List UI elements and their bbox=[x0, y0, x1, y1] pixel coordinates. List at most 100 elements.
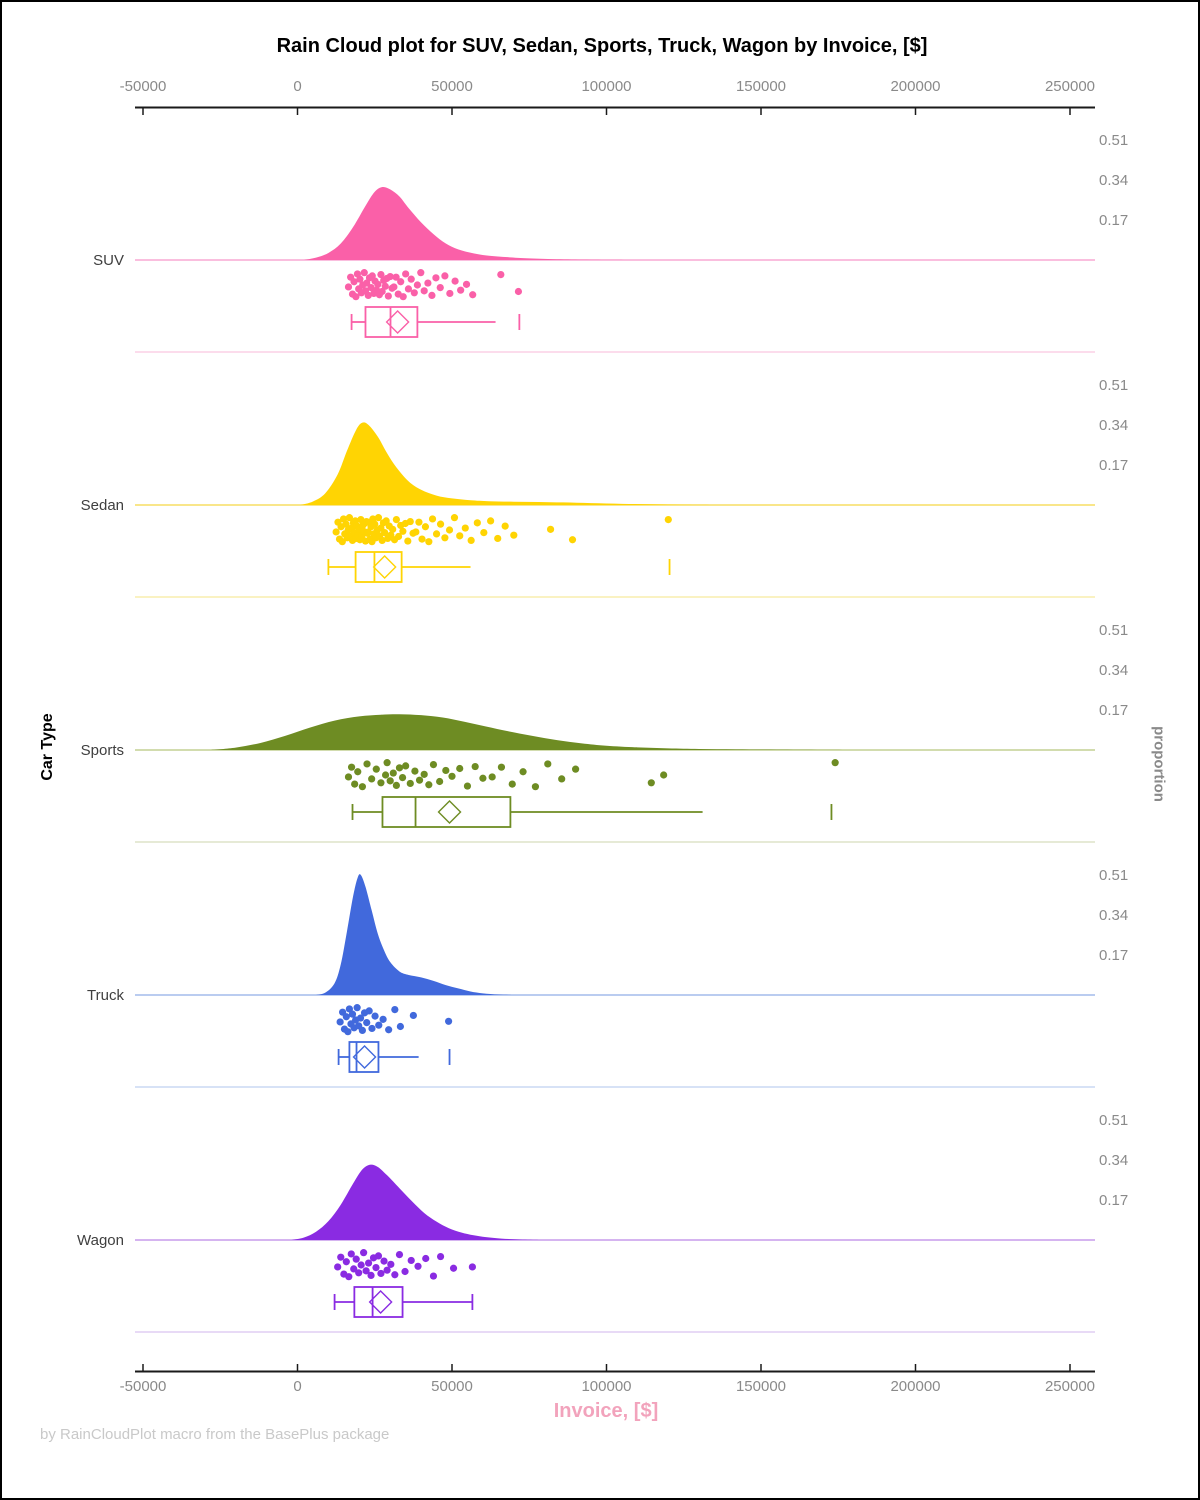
rain-dot-wagon bbox=[367, 1271, 375, 1279]
rain-dot-suv bbox=[386, 272, 394, 281]
rain-dot-sports bbox=[488, 773, 496, 781]
rain-dot-truck bbox=[356, 1014, 365, 1022]
rain-dot-sports bbox=[497, 763, 506, 771]
rain-dot-wagon bbox=[383, 1266, 391, 1274]
rain-dot-wagon bbox=[414, 1262, 422, 1270]
rain-dot-sedan bbox=[480, 529, 488, 537]
rain-dot-truck bbox=[358, 1026, 366, 1034]
category-label-sports: Sports bbox=[81, 742, 124, 759]
rain-dot-sports bbox=[363, 760, 371, 768]
x-tick-label-top: 50000 bbox=[431, 78, 473, 95]
rain-dot-sports bbox=[347, 763, 356, 771]
rain-dot-sedan bbox=[342, 520, 350, 528]
rain-dot-sports bbox=[358, 783, 366, 791]
rain-dot-sedan bbox=[467, 536, 475, 545]
rain-dot-truck bbox=[363, 1019, 371, 1027]
rain-dot-suv bbox=[420, 287, 428, 295]
rain-dot-sedan bbox=[432, 530, 441, 538]
prop-tick-label: 0.51 bbox=[1099, 622, 1128, 639]
rain-dot-sedan bbox=[428, 515, 437, 523]
rain-dot-truck bbox=[348, 1010, 357, 1018]
rain-dot-sedan bbox=[382, 517, 390, 525]
rain-dot-truck bbox=[368, 1024, 376, 1033]
mean-diamond-sedan bbox=[372, 555, 397, 579]
rain-dot-sedan bbox=[371, 520, 379, 528]
rain-dot-sedan bbox=[510, 531, 518, 539]
rain-dot-sports bbox=[531, 783, 540, 791]
rain-dot-sedan bbox=[501, 522, 509, 530]
rain-dot-sedan bbox=[394, 532, 403, 541]
rain-dot-suv bbox=[350, 278, 358, 286]
rain-dot-sports bbox=[415, 776, 424, 784]
rain-dot-wagon bbox=[355, 1269, 363, 1277]
rain-dot-sports bbox=[411, 767, 419, 775]
rain-dot-sports bbox=[377, 779, 385, 787]
rain-dot-sedan bbox=[436, 520, 445, 528]
rain-dot-suv bbox=[407, 275, 415, 283]
rain-dot-truck bbox=[409, 1011, 417, 1020]
rain-dot-wagon bbox=[352, 1255, 360, 1263]
rain-dot-truck bbox=[344, 1028, 352, 1036]
rain-dot-suv bbox=[451, 277, 459, 285]
rain-dot-suv bbox=[352, 293, 360, 301]
plot-title: Rain Cloud plot for SUV, Sedan, Sports, … bbox=[276, 35, 928, 57]
prop-tick-label: 0.34 bbox=[1099, 662, 1128, 679]
mean-diamond-wagon bbox=[368, 1290, 393, 1314]
rain-dot-suv bbox=[436, 284, 444, 292]
rain-dot-truck bbox=[371, 1012, 379, 1020]
rain-dot-wagon bbox=[422, 1254, 430, 1263]
rain-dot-suv bbox=[356, 275, 364, 283]
rain-dot-sedan bbox=[345, 514, 354, 522]
prop-tick-label: 0.51 bbox=[1099, 867, 1128, 884]
rain-dot-sports bbox=[558, 775, 566, 783]
rain-dot-suv bbox=[417, 269, 425, 277]
rain-dot-sports bbox=[660, 771, 668, 779]
rain-dot-suv bbox=[384, 292, 392, 300]
rain-dot-sports bbox=[831, 759, 839, 767]
x-tick-label-top: 150000 bbox=[735, 78, 787, 95]
density-wagon bbox=[291, 1164, 539, 1240]
rain-dot-wagon bbox=[401, 1267, 409, 1276]
rain-dot-wagon bbox=[377, 1269, 385, 1278]
rain-dot-suv bbox=[367, 284, 375, 292]
box-sedan bbox=[354, 551, 403, 583]
rain-dot-sports bbox=[519, 768, 527, 776]
rain-dot-sports bbox=[406, 779, 414, 788]
rain-dot-truck bbox=[391, 1006, 399, 1014]
rain-dot-sedan bbox=[664, 516, 672, 524]
box-wagon bbox=[353, 1286, 404, 1318]
category-label-truck: Truck bbox=[87, 987, 124, 1004]
x-axis-title: Invoice, [$] bbox=[553, 1400, 659, 1422]
rain-dot-suv bbox=[457, 286, 465, 294]
rain-dot-sports bbox=[386, 777, 394, 785]
rain-dot-sports bbox=[381, 771, 390, 779]
prop-tick-label: 0.17 bbox=[1099, 212, 1128, 229]
rain-dot-truck bbox=[375, 1021, 383, 1029]
rain-dot-sedan bbox=[406, 517, 414, 526]
x-tick-label-bottom: 150000 bbox=[735, 1378, 787, 1395]
prop-tick-label: 0.34 bbox=[1099, 417, 1128, 434]
rain-dot-wagon bbox=[374, 1252, 383, 1260]
rain-dot-truck bbox=[379, 1015, 387, 1023]
rain-dot-sports bbox=[420, 770, 428, 778]
rain-dot-sedan bbox=[450, 514, 459, 522]
rain-dot-sports bbox=[448, 772, 456, 780]
rain-dot-sedan bbox=[399, 527, 407, 535]
rain-dot-suv bbox=[377, 271, 385, 279]
prop-tick-label: 0.51 bbox=[1099, 132, 1128, 149]
category-label-suv: SUV bbox=[93, 252, 124, 269]
mean-diamond-suv bbox=[385, 310, 410, 334]
rain-dot-suv bbox=[404, 285, 413, 293]
rain-dot-suv bbox=[392, 273, 400, 281]
rain-dot-wagon bbox=[337, 1253, 345, 1261]
rain-dot-sports bbox=[351, 780, 359, 788]
rain-dot-wagon bbox=[372, 1264, 380, 1272]
rain-dot-suv bbox=[402, 270, 410, 278]
rain-dot-truck bbox=[385, 1026, 393, 1034]
rain-dot-sedan bbox=[456, 532, 464, 540]
x-tick-label-top: -50000 bbox=[119, 78, 167, 95]
rain-dot-sports bbox=[372, 765, 380, 773]
rain-dot-wagon bbox=[342, 1258, 350, 1266]
rain-dot-wagon bbox=[360, 1249, 368, 1257]
